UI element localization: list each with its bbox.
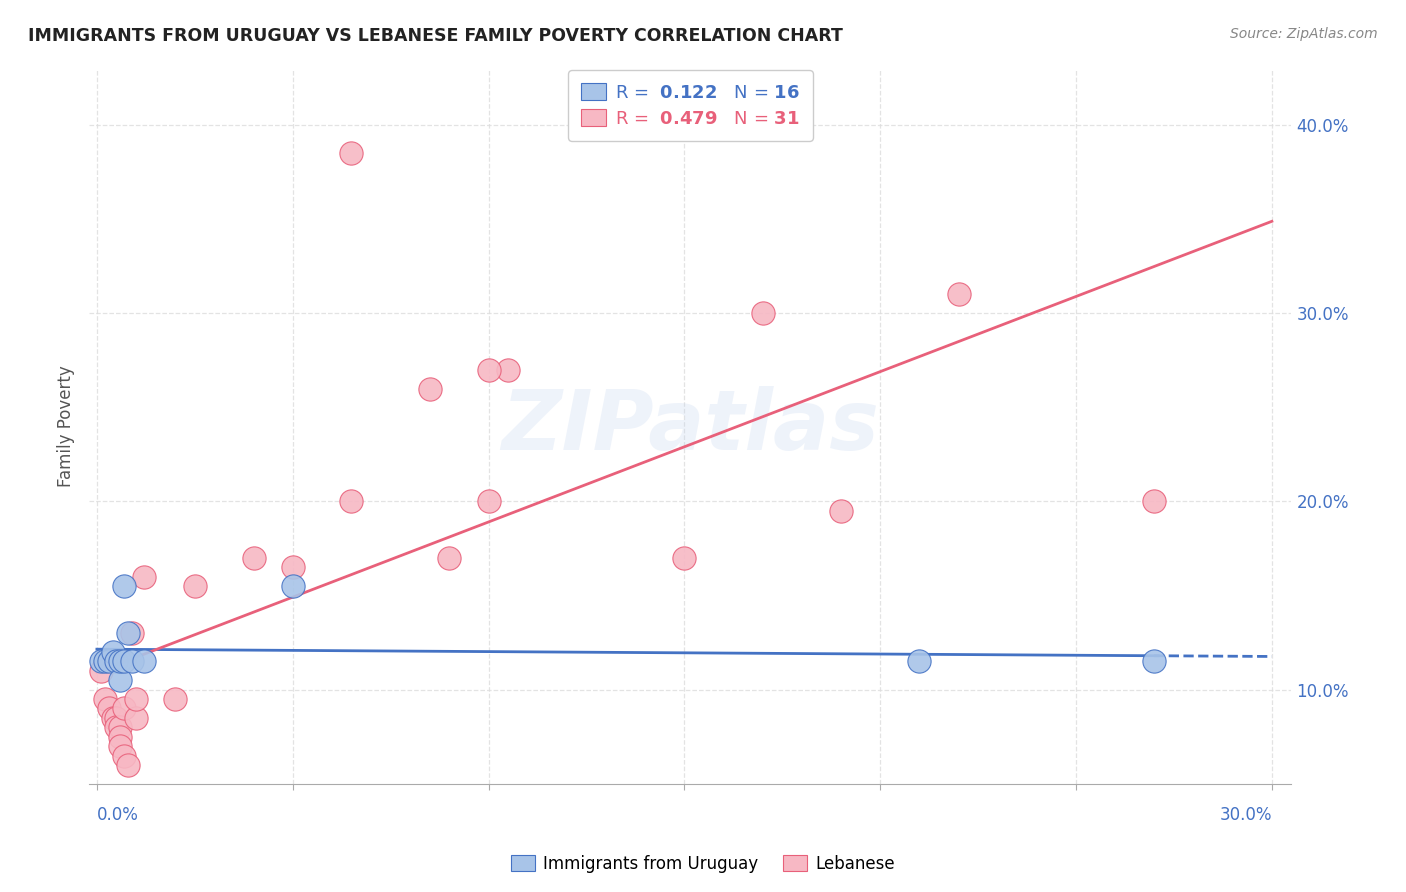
Y-axis label: Family Poverty: Family Poverty	[58, 366, 75, 487]
Lebanese	[1143, 494, 1166, 508]
Lebanese	[121, 626, 143, 640]
Lebanese	[117, 758, 139, 772]
Text: 30.0%: 30.0%	[1219, 806, 1272, 824]
Lebanese	[112, 748, 135, 763]
Lebanese	[165, 692, 187, 706]
Immigrants from Uruguay	[105, 655, 128, 669]
Lebanese	[419, 382, 441, 396]
Lebanese	[101, 711, 124, 725]
Lebanese	[477, 494, 499, 508]
Lebanese	[477, 362, 499, 376]
Text: Source: ZipAtlas.com: Source: ZipAtlas.com	[1230, 27, 1378, 41]
Immigrants from Uruguay	[101, 645, 124, 659]
Immigrants from Uruguay	[93, 655, 115, 669]
Lebanese	[112, 701, 135, 715]
Lebanese	[105, 711, 128, 725]
Lebanese	[97, 701, 120, 715]
Immigrants from Uruguay	[1143, 655, 1166, 669]
Immigrants from Uruguay	[97, 655, 120, 669]
Lebanese	[281, 560, 304, 574]
Lebanese	[242, 550, 264, 565]
Lebanese	[751, 306, 773, 320]
Lebanese	[90, 664, 112, 678]
Lebanese	[110, 730, 132, 744]
Lebanese	[830, 504, 852, 518]
Immigrants from Uruguay	[110, 655, 132, 669]
Lebanese	[125, 692, 148, 706]
Immigrants from Uruguay	[281, 579, 304, 593]
Text: 0.0%: 0.0%	[97, 806, 139, 824]
Lebanese	[496, 362, 519, 376]
Text: ZIPatlas: ZIPatlas	[502, 385, 879, 467]
Immigrants from Uruguay	[908, 655, 931, 669]
Lebanese	[673, 550, 696, 565]
Lebanese	[93, 692, 115, 706]
Immigrants from Uruguay	[117, 626, 139, 640]
Lebanese	[184, 579, 207, 593]
Lebanese	[110, 739, 132, 753]
Lebanese	[439, 550, 461, 565]
Lebanese	[105, 720, 128, 734]
Immigrants from Uruguay	[121, 655, 143, 669]
Immigrants from Uruguay	[112, 579, 135, 593]
Immigrants from Uruguay	[90, 655, 112, 669]
Legend: R =  $\bf{0.122}$   N = $\bf{16}$, R =  $\bf{0.479}$   N = $\bf{31}$: R = $\bf{0.122}$ N = $\bf{16}$, R = $\bf…	[568, 70, 813, 141]
Lebanese	[340, 146, 363, 161]
Lebanese	[948, 287, 970, 301]
Lebanese	[132, 570, 155, 584]
Immigrants from Uruguay	[110, 673, 132, 688]
Text: IMMIGRANTS FROM URUGUAY VS LEBANESE FAMILY POVERTY CORRELATION CHART: IMMIGRANTS FROM URUGUAY VS LEBANESE FAMI…	[28, 27, 844, 45]
Lebanese	[110, 720, 132, 734]
Immigrants from Uruguay	[132, 655, 155, 669]
Lebanese	[125, 711, 148, 725]
Legend: Immigrants from Uruguay, Lebanese: Immigrants from Uruguay, Lebanese	[505, 848, 901, 880]
Immigrants from Uruguay	[112, 655, 135, 669]
Lebanese	[340, 494, 363, 508]
